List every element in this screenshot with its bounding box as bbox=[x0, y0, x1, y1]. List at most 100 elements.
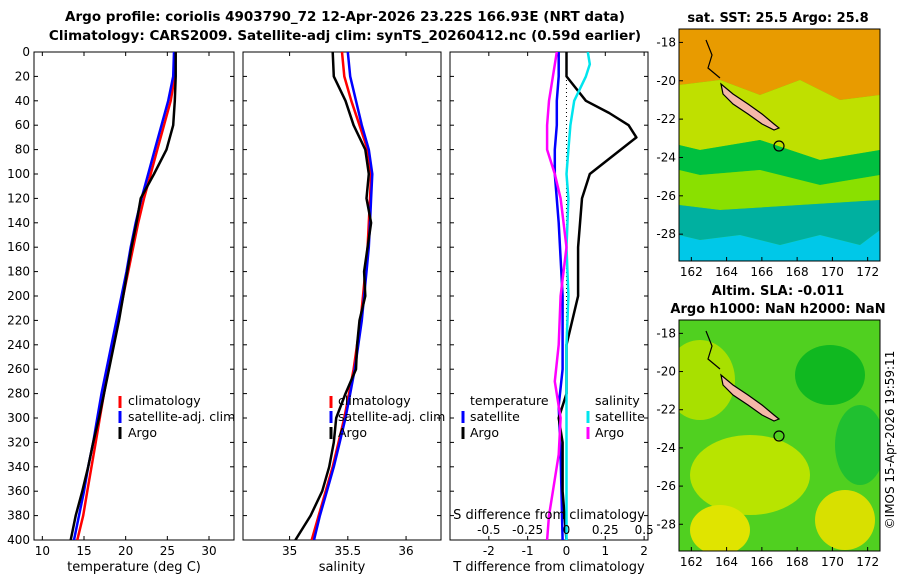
s-tick-label: -0.25 bbox=[512, 523, 543, 537]
sst-map-axes bbox=[678, 28, 881, 262]
s-difference-xlabel: S difference from climatology bbox=[453, 508, 645, 523]
lon-tick-label: 168 bbox=[786, 265, 809, 279]
difference-axes bbox=[449, 51, 649, 541]
depth-tick-label: 240 bbox=[7, 338, 30, 352]
lon-tick-label: 166 bbox=[750, 555, 773, 569]
sla-positive-anomaly bbox=[679, 340, 735, 420]
x-tick-label: 1 bbox=[601, 544, 609, 558]
x-tick-label: 15 bbox=[76, 544, 91, 558]
series-line bbox=[69, 52, 177, 540]
lon-tick-label: 170 bbox=[821, 265, 844, 279]
lon-tick-label: 162 bbox=[680, 555, 703, 569]
sla-map-axes bbox=[678, 319, 881, 552]
x-tick-label: 36 bbox=[398, 544, 413, 558]
x-tick-label: 30 bbox=[201, 544, 216, 558]
sla-field bbox=[679, 320, 880, 551]
depth-tick-label: 140 bbox=[7, 216, 30, 230]
lat-tick-label: -28 bbox=[656, 227, 676, 241]
x-tick-label: 35.5 bbox=[334, 544, 361, 558]
legend-argo-label: Argo bbox=[338, 425, 367, 440]
legend-temperature-title: temperature bbox=[470, 393, 549, 408]
salinity-legend: climatology satellite-adj. clim Argo bbox=[329, 393, 445, 440]
series-line bbox=[294, 52, 373, 540]
depth-tick-label: 320 bbox=[7, 435, 30, 449]
sla-map-panel: Altim. SLA: -0.011 Argo h1000: NaN h2000… bbox=[656, 284, 885, 569]
sla-negative-anomaly bbox=[795, 345, 865, 405]
salinity-profiles bbox=[294, 52, 374, 540]
depth-tick-label: 60 bbox=[15, 118, 30, 132]
temperature-xlabel: temperature (deg C) bbox=[67, 560, 201, 575]
sla-map-tick-labels: 162 164 166 168 170 172 -18 -20 -22 -24 -26 -28 bbox=[656, 326, 879, 569]
s-tick-label: 0.25 bbox=[592, 523, 619, 537]
depth-tick-label: 360 bbox=[7, 484, 30, 498]
depth-tick-label: 120 bbox=[7, 191, 30, 205]
t-difference-xlabel: T difference from climatology bbox=[452, 560, 645, 575]
series-line bbox=[545, 52, 568, 540]
lat-tick-label: -20 bbox=[656, 365, 676, 379]
sst-lightgreen-band bbox=[679, 170, 880, 210]
lat-tick-label: -24 bbox=[656, 150, 676, 164]
sla-map-title: Altim. SLA: -0.011 bbox=[712, 284, 844, 299]
lat-tick-label: -26 bbox=[656, 479, 676, 493]
depth-tick-label: 160 bbox=[7, 240, 30, 254]
x-tick-label: 20 bbox=[118, 544, 133, 558]
x-tick-label: 2 bbox=[640, 544, 648, 558]
lat-tick-label: -28 bbox=[656, 517, 676, 531]
sla-map-subtitle: Argo h1000: NaN h2000: NaN bbox=[670, 302, 885, 317]
x-tick-label: 10 bbox=[35, 544, 50, 558]
new-caledonia-land bbox=[720, 373, 781, 422]
sla-positive-anomaly bbox=[690, 435, 810, 515]
temperature-axes bbox=[33, 51, 235, 541]
series-line bbox=[565, 52, 592, 540]
sst-map-title: sat. SST: 25.5 Argo: 25.8 bbox=[687, 11, 868, 26]
temperature-legend: climatology satellite-adj. clim Argo bbox=[118, 393, 235, 440]
sst-cool-region bbox=[679, 230, 880, 261]
figure-title-line2: Climatology: CARS2009. Satellite-adj cli… bbox=[49, 28, 641, 44]
sla-positive-anomaly bbox=[815, 490, 875, 550]
x-tick-label: 0 bbox=[563, 544, 571, 558]
depth-tick-label: 20 bbox=[15, 69, 30, 83]
x-tick-label: -2 bbox=[483, 544, 495, 558]
sst-map-tick-labels: 162 164 166 168 170 172 -18 -20 -22 -24 -26 -28 bbox=[656, 35, 879, 279]
depth-tick-label: 220 bbox=[7, 313, 30, 327]
legend-t-argo-label: Argo bbox=[470, 425, 499, 440]
lon-tick-label: 170 bbox=[821, 555, 844, 569]
depth-tick-label: 40 bbox=[15, 94, 30, 108]
x-tick-label: -1 bbox=[522, 544, 534, 558]
lat-tick-label: -20 bbox=[656, 74, 676, 88]
legend-climatology-label: climatology bbox=[128, 393, 201, 408]
lat-tick-label: -22 bbox=[656, 112, 676, 126]
depth-tick-label: 80 bbox=[15, 143, 30, 157]
temperature-profiles bbox=[69, 52, 177, 540]
lon-tick-label: 164 bbox=[715, 265, 738, 279]
lon-tick-label: 162 bbox=[680, 265, 703, 279]
new-caledonia-land bbox=[720, 82, 781, 131]
figure-title-line1: Argo profile: coriolis 4903790_72 12-Apr… bbox=[65, 9, 625, 25]
legend-satellite-label: satellite-adj. clim bbox=[128, 409, 235, 424]
legend-argo-label: Argo bbox=[128, 425, 157, 440]
depth-tick-label: 280 bbox=[7, 387, 30, 401]
sst-teal-band bbox=[679, 200, 880, 245]
imos-credit: ©IMOS 15-Apr-2026 19:59:11 bbox=[883, 351, 897, 530]
salinity-panel: 35 35.5 36 salinity climatology satellite-… bbox=[242, 51, 445, 575]
x-tick-label: 25 bbox=[160, 544, 175, 558]
sst-field bbox=[679, 29, 880, 261]
lat-tick-label: -22 bbox=[656, 403, 676, 417]
salinity-axes bbox=[242, 51, 442, 541]
argo-position-marker bbox=[773, 430, 785, 442]
salinity-tick-labels: 35 35.5 36 bbox=[243, 51, 441, 558]
argo-position-marker bbox=[773, 140, 785, 152]
sst-warm-region bbox=[679, 29, 880, 100]
lon-tick-label: 164 bbox=[715, 555, 738, 569]
difference-panel: -2 -1 0 1 2 T difference from climatology S … bbox=[449, 51, 654, 575]
sla-negative-anomaly bbox=[835, 405, 880, 485]
lon-tick-label: 172 bbox=[856, 265, 879, 279]
lat-tick-label: -18 bbox=[656, 35, 676, 49]
depth-tick-label: 180 bbox=[7, 265, 30, 279]
depth-tick-label: 200 bbox=[7, 289, 30, 303]
s-tick-label: 0 bbox=[563, 523, 571, 537]
depth-tick-label: 400 bbox=[7, 533, 30, 547]
legend-s-satellite-label: satellite bbox=[595, 409, 645, 424]
depth-tick-label: 100 bbox=[7, 167, 30, 181]
